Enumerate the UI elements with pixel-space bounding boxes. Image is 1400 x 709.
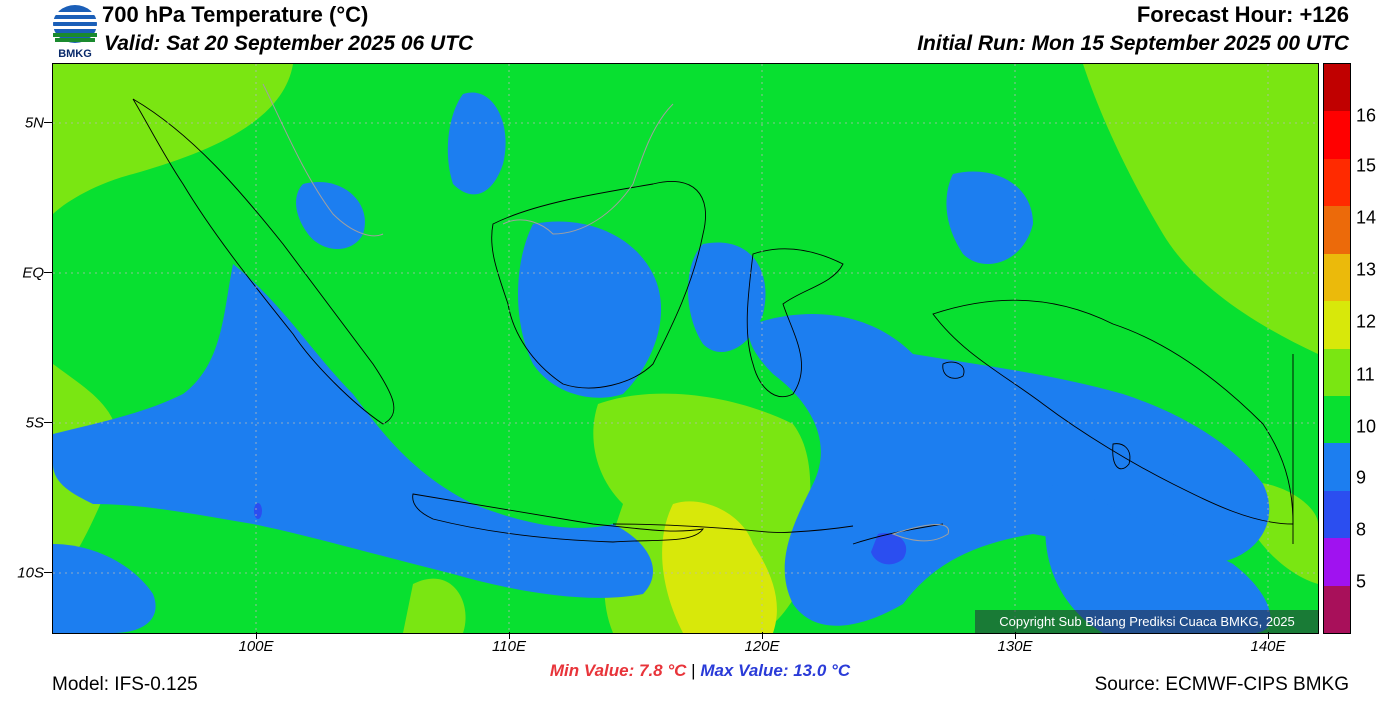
colorbar-segment — [1324, 158, 1350, 207]
min-max-separator: | — [691, 661, 696, 680]
lon-tick — [762, 632, 763, 639]
colorbar-label: 12 — [1356, 311, 1377, 332]
bmkg-logo — [53, 5, 97, 43]
temperature-map: Copyright Sub Bidang Prediksi Cuaca BMKG… — [52, 63, 1319, 634]
logo-text: BMKG — [58, 48, 92, 60]
colorbar-segment — [1324, 206, 1350, 254]
lon-label-100e: 100E — [238, 638, 274, 655]
min-max-values: Min Value: 7.8 °C | Max Value: 13.0 °C — [0, 661, 1400, 681]
model-label: Model: IFS-0.125 — [52, 674, 198, 695]
source-label: Source: ECMWF-CIPS BMKG — [1094, 674, 1349, 695]
colorbar-segment — [1324, 395, 1350, 444]
colorbar-segment — [1324, 443, 1350, 491]
colorbar-label: 10 — [1356, 416, 1377, 437]
lat-label-10s: 10S — [17, 564, 44, 582]
colorbar-label: 9 — [1356, 467, 1367, 488]
copyright-notice: Copyright Sub Bidang Prediksi Cuaca BMKG… — [975, 610, 1318, 633]
colorbar-segment — [1324, 301, 1350, 349]
colorbar-segment — [1324, 111, 1350, 159]
colorbar-label: 5 — [1356, 571, 1367, 592]
colorbar-label: 15 — [1356, 155, 1377, 176]
lon-label-140e: 140E — [1250, 638, 1286, 655]
colorbar-segment — [1324, 490, 1350, 539]
initial-run: Initial Run: Mon 15 September 2025 00 UT… — [917, 32, 1349, 55]
lon-label-130e: 130E — [997, 638, 1033, 655]
temperature-field — [53, 64, 1318, 633]
lon-tick — [1015, 632, 1016, 639]
colorbar-label: 14 — [1356, 207, 1377, 228]
lon-tick — [1268, 632, 1269, 639]
colorbar-label: 16 — [1356, 105, 1377, 126]
colorbar-segment — [1324, 348, 1350, 396]
lon-label-110e: 110E — [492, 638, 526, 655]
colorbar-label: 11 — [1356, 364, 1375, 385]
colorbar-segment — [1324, 538, 1350, 586]
lon-label-120e: 120E — [744, 638, 780, 655]
lon-tick — [509, 632, 510, 639]
valid-time: Valid: Sat 20 September 2025 06 UTC — [104, 32, 474, 55]
colorbar-label: 8 — [1356, 519, 1367, 540]
max-value: Max Value: 13.0 °C — [700, 661, 851, 680]
lat-label-5n: 5N — [24, 114, 44, 132]
colorbar-segment — [1324, 585, 1350, 634]
lat-tick — [44, 572, 52, 573]
colorbar — [1323, 63, 1351, 634]
colorbar-segment — [1324, 253, 1350, 302]
map-title: 700 hPa Temperature (°C) — [102, 2, 369, 27]
colorbar-label: 13 — [1356, 259, 1377, 280]
colorbar-segment — [1324, 64, 1350, 112]
lat-tick — [44, 422, 52, 423]
lon-tick — [256, 632, 257, 639]
lat-tick — [44, 122, 52, 123]
lat-label-5s: 5S — [25, 414, 44, 432]
lat-tick — [44, 272, 52, 273]
forecast-hour: Forecast Hour: +126 — [1136, 2, 1349, 27]
lat-label-eq: EQ — [22, 264, 44, 282]
min-value: Min Value: 7.8 °C — [549, 661, 687, 680]
